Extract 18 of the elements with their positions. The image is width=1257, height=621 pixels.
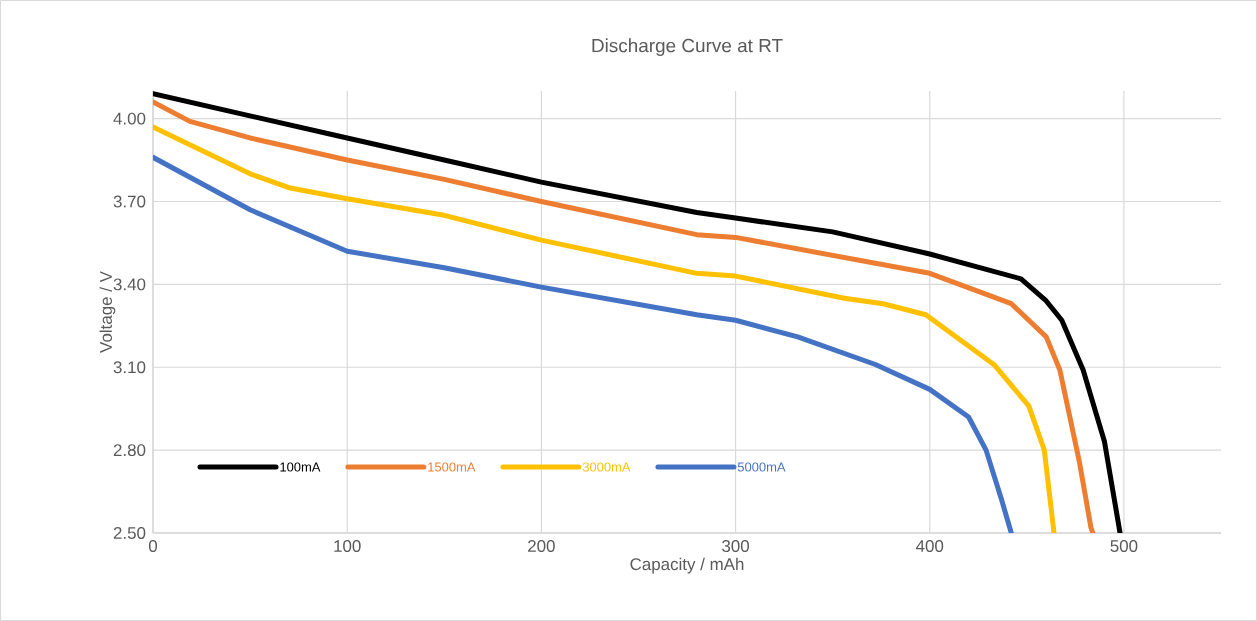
x-axis-title: Capacity / mAh bbox=[630, 557, 744, 574]
y-tick-label: 3.70 bbox=[113, 195, 146, 208]
text: 1500mA bbox=[428, 462, 476, 472]
chart-title: Discharge Curve at RT bbox=[592, 38, 783, 57]
y-tick-label: 2.80 bbox=[113, 444, 146, 457]
x-tick-label: 0 bbox=[148, 540, 158, 553]
text: 3000mA bbox=[582, 462, 631, 472]
x-tick-label: 200 bbox=[528, 540, 555, 553]
x-tick-label: 100 bbox=[334, 540, 361, 553]
y-tick-label: 4.00 bbox=[113, 112, 146, 125]
y-tick-label: 2.50 bbox=[113, 527, 146, 539]
x-tick-label: 400 bbox=[915, 540, 944, 553]
y-tick-label: 3.10 bbox=[113, 361, 146, 374]
x-tick-label: 500 bbox=[1110, 540, 1138, 553]
text: 100mA bbox=[280, 462, 321, 472]
y-tick-label: 3.40 bbox=[113, 278, 146, 291]
text: 5000mA bbox=[737, 462, 786, 472]
x-tick-label: 300 bbox=[722, 540, 750, 553]
